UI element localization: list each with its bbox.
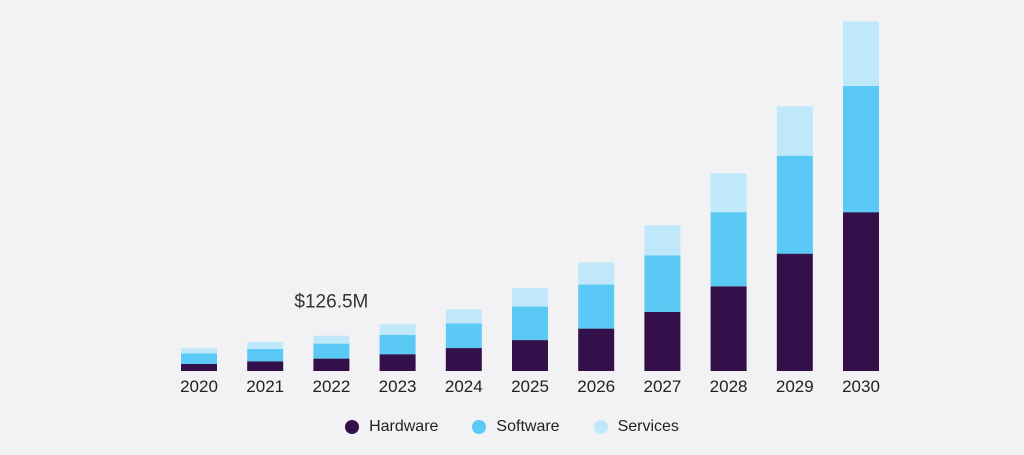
bar-services-2026 <box>578 262 615 285</box>
bar-software-2027 <box>644 255 681 312</box>
legend-label-hardware: Hardware <box>369 418 439 435</box>
bar-software-2024 <box>445 323 482 348</box>
bar-services-2020 <box>181 348 217 354</box>
bar-software-2022 <box>313 343 350 359</box>
x-tick-label-2027: 2027 <box>643 377 681 396</box>
bar-services-2028 <box>710 173 747 213</box>
x-tick-label-2023: 2023 <box>379 377 417 396</box>
legend-item-services: Services <box>593 418 679 436</box>
bar-hardware-2023 <box>379 354 416 371</box>
annotation-label-2022: $126.5M <box>294 292 368 313</box>
bar-software-2021 <box>247 348 284 362</box>
bar-hardware-2030 <box>843 212 879 371</box>
legend-swatch-hardware <box>345 420 360 434</box>
bar-services-2021 <box>247 341 284 349</box>
bar-hardware-2020 <box>181 363 217 371</box>
legend-label-software: Software <box>496 418 560 435</box>
legend-label-services: Services <box>617 418 679 435</box>
bar-hardware-2024 <box>445 348 482 371</box>
x-tick-label-2024: 2024 <box>445 377 483 396</box>
bar-software-2020 <box>181 353 217 364</box>
x-tick-label-2020: 2020 <box>180 377 218 396</box>
bar-hardware-2027 <box>644 311 681 371</box>
bar-software-2030 <box>843 86 879 213</box>
bar-software-2026 <box>578 284 615 329</box>
bar-software-2025 <box>512 306 548 341</box>
bar-services-2024 <box>445 309 482 324</box>
bar-software-2029 <box>776 155 813 254</box>
legend-item-hardware: Hardware <box>345 418 438 436</box>
bar-hardware-2021 <box>247 361 284 371</box>
bars-layer <box>181 21 879 371</box>
bar-services-2027 <box>644 225 681 256</box>
x-axis-tick-labels: 2020 2021 2022 2023 2024 2025 2026 2027 2028 2029… <box>180 377 880 396</box>
bar-hardware-2022 <box>313 358 350 371</box>
bar-services-2030 <box>843 21 879 86</box>
bar-hardware-2026 <box>578 328 615 371</box>
legend: Hardware Software Services <box>0 413 1024 441</box>
x-tick-label-2030: 2030 <box>842 377 880 396</box>
x-tick-label-2025: 2025 <box>511 377 549 396</box>
bar-software-2023 <box>379 334 416 355</box>
annotations: $126.5M <box>294 292 368 313</box>
x-tick-label-2028: 2028 <box>710 377 748 396</box>
bar-services-2025 <box>512 288 548 307</box>
bar-hardware-2029 <box>776 253 813 371</box>
bar-services-2023 <box>379 324 416 335</box>
x-tick-label-2029: 2029 <box>776 377 814 396</box>
legend-swatch-services <box>593 420 608 434</box>
x-tick-label-2022: 2022 <box>312 377 350 396</box>
legend-swatch-software <box>472 420 487 434</box>
bar-hardware-2025 <box>512 340 548 371</box>
bar-services-2029 <box>776 106 813 156</box>
bar-hardware-2028 <box>710 286 747 371</box>
bar-services-2022 <box>313 335 350 344</box>
bar-software-2028 <box>710 212 747 287</box>
x-tick-label-2026: 2026 <box>577 377 615 396</box>
legend-item-software: Software <box>472 418 560 436</box>
x-tick-label-2021: 2021 <box>246 377 284 396</box>
